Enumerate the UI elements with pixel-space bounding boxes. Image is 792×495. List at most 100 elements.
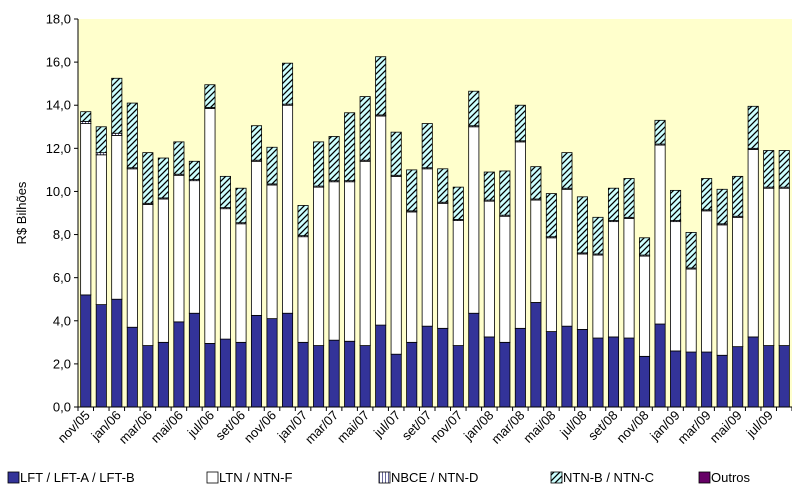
- bar-segment-1-30: [545, 237, 557, 332]
- bar-segment-0-20: [390, 353, 402, 408]
- bar-segment-0-8: [204, 343, 216, 408]
- x-tick-label: mar/07: [302, 408, 341, 447]
- legend-label-1: LTN / NTN-F: [219, 470, 292, 485]
- bar-segment-0-6: [173, 321, 185, 408]
- bar-segment-3-18: [359, 96, 371, 161]
- bar-segment-1-3: [126, 168, 138, 328]
- legend-swatch-1: [206, 471, 219, 484]
- bar-segment-1-33: [592, 254, 604, 339]
- bar-segment-0-25: [468, 312, 480, 408]
- y-tick-label: 10,0: [46, 184, 71, 199]
- bar-segment-3-0: [80, 111, 92, 122]
- x-tick-label: jul/07: [370, 408, 403, 441]
- bar-segment-3-31: [561, 152, 573, 189]
- legend-swatch-0: [7, 471, 20, 484]
- bar-segment-3-11: [250, 125, 263, 161]
- bar-segment-3-33: [592, 216, 604, 255]
- x-tick-label: jul/08: [556, 408, 589, 441]
- legend-label-4: Outros: [711, 470, 751, 485]
- legend-label-3: NTN-B / NTN-C: [563, 470, 654, 485]
- bar-segment-1-17: [344, 181, 356, 342]
- bar-segment-0-28: [514, 327, 526, 408]
- bar-segment-1-27: [499, 215, 511, 343]
- bar-segment-1-38: [670, 221, 682, 352]
- bar-segment-1-7: [188, 180, 200, 314]
- bar-segment-3-12: [266, 146, 278, 185]
- bar-segment-3-23: [437, 168, 449, 203]
- y-tick-label: 6,0: [53, 270, 71, 285]
- bar-segment-1-16: [328, 181, 340, 341]
- bar-segment-3-20: [390, 131, 402, 176]
- bar-segment-3-14: [297, 205, 309, 237]
- bar-segment-3-24: [452, 186, 464, 220]
- bar-segment-3-15: [313, 141, 325, 187]
- bar-segment-1-13: [282, 104, 294, 314]
- bar-segment-0-22: [421, 325, 433, 408]
- bar-segment-0-29: [530, 302, 542, 408]
- bar-segment-0-42: [732, 346, 744, 408]
- bar-segment-3-38: [670, 189, 682, 221]
- bar-segment-3-42: [732, 175, 744, 217]
- bar-segment-0-17: [344, 340, 356, 408]
- bar-segment-0-7: [188, 312, 200, 408]
- x-tick-label: jul/06: [184, 408, 217, 441]
- legend: LFT / LFT-A / LFT-B LTN / NTN-F NBCE / NTN…: [7, 470, 751, 485]
- bar-segment-1-8: [204, 108, 216, 344]
- bar-segment-3-32: [576, 196, 588, 254]
- x-tick-label: nov/08: [613, 408, 651, 446]
- x-tick-label: mai/07: [334, 408, 372, 446]
- bar-segment-3-37: [654, 119, 666, 145]
- x-tick-label: mar/08: [488, 408, 527, 447]
- bar-segment-1-0: [80, 123, 92, 296]
- bar-segment-0-10: [235, 341, 247, 408]
- x-tick-label: mai/09: [707, 408, 745, 446]
- x-tick-label: mar/06: [116, 408, 155, 447]
- y-tick-label: 14,0: [46, 98, 71, 113]
- bar-segment-3-2: [111, 77, 123, 134]
- bar-segment-1-5: [157, 198, 169, 343]
- bar-segment-3-40: [701, 178, 713, 211]
- bar-segment-0-26: [483, 336, 495, 408]
- bar-segment-1-20: [390, 175, 402, 355]
- bar-segment-1-12: [266, 184, 278, 320]
- bar-segment-1-42: [732, 216, 744, 348]
- bar-segment-1-28: [514, 141, 526, 329]
- bar-segment-1-15: [313, 186, 325, 346]
- legend-label-2: NBCE / NTN-D: [391, 470, 478, 485]
- bar-segment-1-26: [483, 200, 495, 338]
- bar-segment-3-4: [142, 152, 154, 204]
- y-tick-label: 8,0: [53, 227, 71, 242]
- x-tick-label: mar/09: [675, 408, 714, 447]
- bar-segment-1-2: [111, 134, 123, 300]
- plot-background: [78, 19, 792, 407]
- bar-segment-3-26: [483, 171, 495, 201]
- bar-segment-0-15: [313, 345, 325, 408]
- y-tick-label: 12,0: [46, 141, 71, 156]
- bar-segment-3-16: [328, 136, 340, 182]
- bar-segment-1-41: [716, 224, 728, 356]
- bar-segment-3-27: [499, 170, 511, 216]
- bar-segment-0-5: [157, 341, 169, 408]
- legend-label-0: LFT / LFT-A / LFT-B: [20, 470, 135, 485]
- bar-segment-1-35: [623, 217, 635, 339]
- bar-segment-0-30: [545, 331, 557, 408]
- bar-segment-3-39: [685, 231, 697, 269]
- bar-segment-1-43: [747, 149, 759, 338]
- bar-segment-0-44: [763, 345, 775, 408]
- y-tick-label: 2,0: [53, 356, 71, 371]
- bar-segment-1-45: [778, 187, 790, 346]
- bar-segment-0-3: [126, 326, 138, 408]
- bar-segment-3-6: [173, 141, 185, 175]
- bar-segment-3-3: [126, 102, 138, 169]
- bar-segment-0-13: [282, 312, 294, 408]
- bar-segment-3-44: [763, 150, 775, 188]
- bar-segment-1-34: [607, 221, 620, 338]
- bar-segment-0-11: [250, 314, 263, 408]
- bar-segment-3-30: [545, 193, 557, 238]
- bar-segment-1-4: [142, 203, 154, 346]
- bar-segment-1-9: [219, 208, 231, 340]
- x-tick-label: nov/07: [427, 408, 465, 446]
- bar-segment-0-31: [561, 325, 573, 408]
